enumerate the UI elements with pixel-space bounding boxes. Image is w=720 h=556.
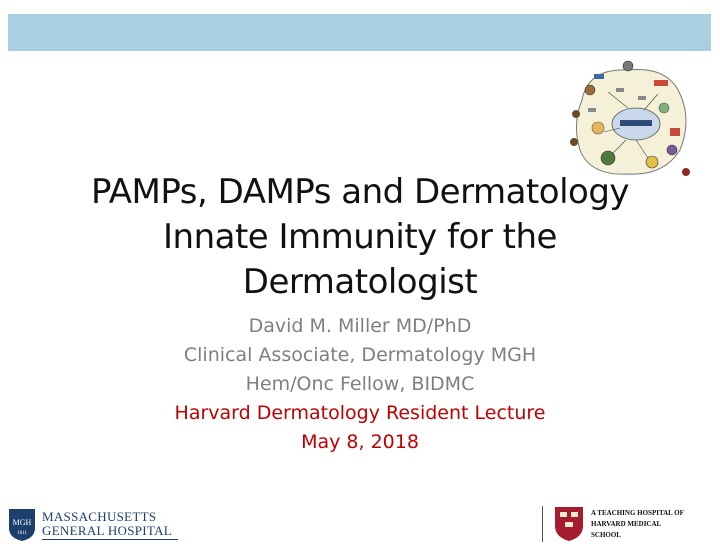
title-line: Dermatologist: [242, 262, 478, 302]
mgh-shield-text: MGH: [13, 518, 32, 527]
title-line: Innate Immunity for the: [163, 217, 557, 257]
hms-wordmark: A TEACHING HOSPITAL OF HARVARD MEDICAL S…: [591, 508, 684, 541]
hms-line1: A TEACHING HOSPITAL OF: [591, 509, 684, 517]
header-band: [8, 14, 711, 51]
mgh-underline: [42, 539, 178, 540]
presenter-name: David M. Miller MD/PhD: [248, 315, 472, 337]
slide-title: PAMPs, DAMPs and Dermatology Innate Immu…: [60, 170, 660, 305]
event-name: Harvard Dermatology Resident Lecture: [174, 402, 546, 424]
title-line: PAMPs, DAMPs and Dermatology: [90, 172, 630, 212]
harvard-teaching-hospital-logo: A TEACHING HOSPITAL OF HARVARD MEDICAL S…: [540, 504, 715, 544]
event-date: May 8, 2018: [301, 431, 419, 453]
slide-subtitle: David M. Miller MD/PhD Clinical Associat…: [60, 312, 660, 457]
hms-line3: SCHOOL: [591, 531, 621, 539]
presenter-fellowship: Hem/Onc Fellow, BIDMC: [245, 373, 475, 395]
mgh-logo: MGH 1811 MASSACHUSETTS GENERAL HOSPITAL: [8, 508, 178, 544]
mgh-wordmark: MASSACHUSETTS GENERAL HOSPITAL: [42, 510, 172, 538]
mgh-line2: GENERAL HOSPITAL: [42, 523, 173, 538]
logo-divider: [542, 506, 543, 542]
harvard-shield-icon: [555, 507, 583, 541]
innate-immunity-cell-diagram-icon: [570, 60, 690, 176]
mgh-line1: MASSACHUSETTS: [42, 509, 157, 524]
hms-line2: HARVARD MEDICAL: [591, 520, 662, 528]
mgh-shield-year: 1811: [17, 531, 27, 536]
mgh-shield-icon: MGH 1811: [9, 509, 35, 541]
presenter-role: Clinical Associate, Dermatology MGH: [183, 344, 537, 366]
